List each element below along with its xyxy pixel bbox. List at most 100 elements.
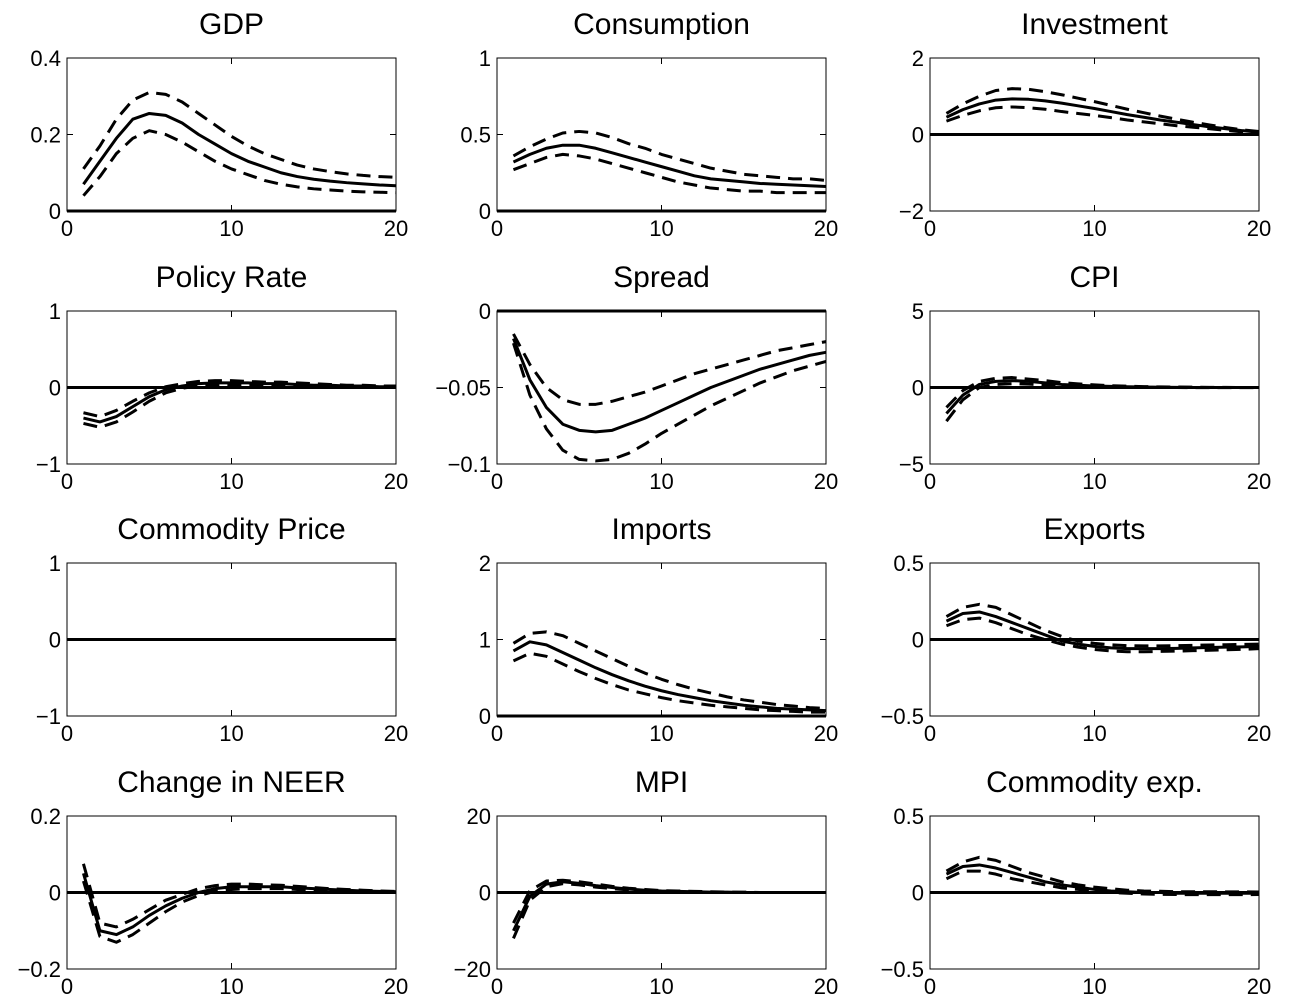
axes-frame (496, 562, 827, 717)
x-tick-label: 0 (61, 974, 73, 999)
axes-frame (929, 815, 1260, 970)
y-tick-label: −1 (36, 704, 61, 729)
y-tick-label: −20 (454, 957, 491, 982)
axes-frame (66, 310, 397, 465)
panel-title: Investment (1021, 8, 1168, 41)
y-tick-label: 0 (49, 881, 61, 906)
x-tick-label: 20 (384, 216, 408, 241)
panel-title: Change in NEER (117, 766, 345, 799)
x-tick-label: 0 (491, 974, 503, 999)
x-tick-label: 10 (1082, 721, 1106, 746)
y-tick-label: −0.5 (881, 957, 924, 982)
median-line (512, 337, 827, 434)
y-tick-label: −0.2 (18, 957, 61, 982)
panel-title: Commodity exp. (986, 766, 1203, 799)
y-tick-label: 0 (479, 704, 491, 729)
x-tick-label: 10 (649, 216, 673, 241)
axes-frame (66, 815, 397, 970)
y-tick-label: −0.05 (435, 376, 491, 401)
x-tick-label: 0 (61, 216, 73, 241)
x-tick-label: 20 (1247, 216, 1271, 241)
x-tick-label: 10 (219, 974, 243, 999)
panel-title: Consumption (573, 8, 750, 41)
y-tick-label: 0 (912, 123, 924, 148)
y-tick-label: −0.5 (881, 704, 924, 729)
y-tick-label: 0.4 (30, 46, 61, 71)
median-line (512, 143, 827, 189)
x-tick-label: 0 (924, 974, 936, 999)
x-tick-label: 20 (384, 721, 408, 746)
panel-title: Exports (1044, 513, 1146, 546)
plot-area (497, 563, 826, 716)
band-line (82, 863, 397, 929)
panel-title: MPI (635, 766, 688, 799)
y-tick-label: 5 (912, 299, 924, 324)
plot-area (497, 58, 826, 211)
axes-frame (66, 562, 397, 717)
band-line (512, 342, 827, 463)
x-tick-label: 10 (219, 721, 243, 746)
y-tick-label: 1 (49, 551, 61, 576)
panel-title: Commodity Price (117, 513, 345, 546)
y-tick-label: 0 (912, 881, 924, 906)
y-tick-label: −1 (36, 452, 61, 477)
y-tick-label: −0.1 (448, 452, 491, 477)
x-tick-label: 20 (814, 469, 838, 494)
y-tick-label: 0 (912, 628, 924, 653)
median-line (82, 111, 397, 188)
x-tick-label: 10 (1082, 469, 1106, 494)
x-tick-label: 10 (1082, 216, 1106, 241)
y-tick-label: −2 (899, 199, 924, 224)
x-tick-label: 0 (491, 216, 503, 241)
y-tick-label: 2 (479, 551, 491, 576)
axes-frame (66, 57, 397, 212)
band-line (945, 869, 1260, 897)
band-line (82, 90, 397, 179)
x-tick-label: 20 (384, 974, 408, 999)
y-tick-label: 0.5 (460, 123, 491, 148)
x-tick-label: 20 (1247, 721, 1271, 746)
y-tick-label: 0 (912, 376, 924, 401)
y-tick-label: 0.2 (30, 804, 61, 829)
panel-title: CPI (1069, 261, 1119, 294)
x-tick-label: 10 (219, 216, 243, 241)
x-tick-label: 20 (814, 974, 838, 999)
panel-title: Imports (611, 513, 711, 546)
median-line (945, 610, 1260, 651)
y-tick-label: 1 (479, 46, 491, 71)
x-tick-label: 0 (61, 721, 73, 746)
band-line (512, 129, 827, 182)
band-line (945, 616, 1260, 654)
axes-frame (496, 57, 827, 212)
axes-frame (929, 310, 1260, 465)
band-line (945, 87, 1260, 133)
panel-title: Spread (613, 261, 710, 294)
y-tick-label: 0.2 (30, 123, 61, 148)
band-line (512, 651, 826, 714)
y-tick-label: 0 (479, 199, 491, 224)
y-tick-label: 0.5 (893, 804, 924, 829)
band-line (945, 382, 1259, 423)
y-tick-label: 0 (49, 199, 61, 224)
x-tick-label: 0 (924, 469, 936, 494)
x-tick-label: 0 (924, 216, 936, 241)
axes-frame (496, 815, 827, 970)
axes-frame (929, 57, 1260, 212)
x-tick-label: 20 (1247, 469, 1271, 494)
x-tick-label: 0 (924, 721, 936, 746)
band-line (512, 152, 826, 195)
band-line (945, 855, 1260, 894)
y-tick-label: 0 (49, 628, 61, 653)
band-line (945, 105, 1260, 135)
y-tick-label: 0 (479, 881, 491, 906)
y-tick-label: 0 (479, 299, 491, 324)
x-tick-label: 20 (814, 216, 838, 241)
y-tick-label: 1 (479, 628, 491, 653)
x-tick-label: 10 (649, 721, 673, 746)
panel-title: GDP (199, 8, 264, 41)
median-line (945, 97, 1260, 134)
band-line (512, 630, 827, 710)
x-tick-label: 20 (1247, 974, 1271, 999)
